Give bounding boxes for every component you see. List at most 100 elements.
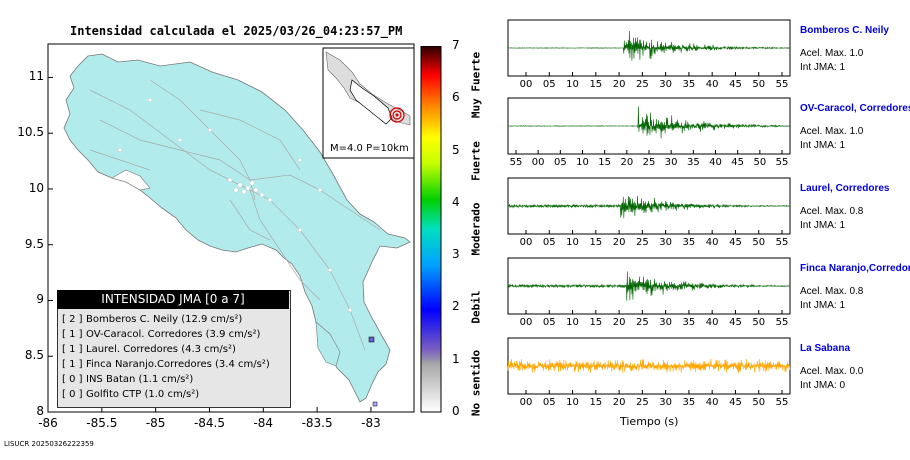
colorbar-category-label: Fuerte bbox=[469, 141, 483, 181]
trace-tick-label: 40 bbox=[709, 157, 722, 168]
legend-row-code: [ 2 ] bbox=[62, 314, 83, 325]
trace-tick-label: 20 bbox=[612, 397, 626, 408]
trace-tick-label: 45 bbox=[729, 317, 742, 328]
legend-box bbox=[57, 290, 291, 408]
map-x-tick-label: -86 bbox=[38, 416, 58, 430]
map-x-tick-label: -84 bbox=[253, 416, 274, 430]
trace-tick-label: 20 bbox=[612, 317, 626, 328]
colorbar-category-label: No sentido bbox=[469, 350, 483, 417]
trace-tick-label: 05 bbox=[542, 79, 556, 90]
legend-row-text: Finca Naranjo.Corredores (3.4 cm/s²) bbox=[86, 359, 270, 370]
legend-row-code: [ 0 ] bbox=[62, 389, 83, 400]
station-accel: Acel. Max. 1.0 bbox=[800, 126, 864, 137]
trace-tick-label: 40 bbox=[705, 397, 719, 408]
station-jma: Int JMA: 1 bbox=[800, 140, 846, 151]
legend-row-text: OV-Caracol. Corredores (3.9 cm/s²) bbox=[86, 329, 261, 340]
colorbar-category-label: Muy Fuerte bbox=[469, 52, 483, 119]
osa-peninsula bbox=[315, 321, 341, 367]
trace-tick-label: 40 bbox=[705, 79, 719, 90]
trace-tick-label: 50 bbox=[752, 237, 766, 248]
nicoya-gulf bbox=[111, 169, 151, 191]
trace-tick-label: 50 bbox=[752, 397, 766, 408]
trace-tick-label: 50 bbox=[752, 317, 766, 328]
colorbar-tick-label: 7 bbox=[452, 38, 460, 52]
trace-tick-label: 45 bbox=[729, 237, 742, 248]
inset-label: M=4.0 P=10km bbox=[330, 143, 409, 154]
legend-row-code: [ 1 ] bbox=[62, 329, 83, 340]
trace-tick-label: 55 bbox=[775, 397, 789, 408]
station-jma: Int JMA: 1 bbox=[800, 300, 846, 311]
trace-tick-label: 25 bbox=[635, 237, 649, 248]
trace-tick-label: 40 bbox=[705, 317, 719, 328]
trace-waveform bbox=[507, 358, 791, 374]
colorbar-tick-label: 0 bbox=[452, 404, 460, 418]
map-y-tick-label: 8 bbox=[36, 404, 44, 418]
legend-row-text: Golfito CTP (1.0 cm/s²) bbox=[86, 389, 200, 400]
station-name: La Sabana bbox=[800, 343, 851, 354]
trace-tick-label: 55 bbox=[775, 79, 789, 90]
trace-tick-label: 00 bbox=[531, 157, 545, 168]
map-y-tick-label: 10.5 bbox=[17, 125, 44, 140]
trace-tick-label: 55 bbox=[775, 157, 789, 168]
trace-waveform bbox=[507, 30, 791, 61]
towns bbox=[117, 97, 353, 313]
trace-tick-label: 40 bbox=[705, 237, 719, 248]
trace-tick-label: 35 bbox=[682, 237, 696, 248]
legend-row-text: Laurel. Corredores (4.3 cm/s²) bbox=[86, 344, 236, 355]
legend-row-code: [ 0 ] bbox=[62, 374, 83, 385]
map-y-tick-label: 9.5 bbox=[24, 236, 44, 251]
station-accel: Acel. Max. 0.8 bbox=[800, 286, 864, 297]
trace-tick-label: 05 bbox=[542, 397, 556, 408]
trace-tick-label: 50 bbox=[752, 79, 766, 90]
trace-tick-label: 15 bbox=[589, 79, 603, 90]
trace-tick-label: 10 bbox=[576, 157, 589, 168]
trace-tick-label: 10 bbox=[566, 397, 579, 408]
trace-waveform bbox=[507, 195, 791, 219]
inset-land bbox=[325, 51, 411, 126]
station-name: OV-Caracol, Corredores bbox=[800, 103, 910, 114]
colorbar-tick-label: 6 bbox=[452, 90, 460, 105]
trace-tick-label: 25 bbox=[635, 397, 649, 408]
trace-tick-label: 55 bbox=[775, 237, 789, 248]
roads bbox=[89, 79, 381, 351]
trace-tick-label: 30 bbox=[664, 157, 678, 168]
map-y-tick-label: 11 bbox=[28, 69, 44, 84]
trace-tick-label: 45 bbox=[729, 79, 742, 90]
map-x-tick-label: -83 bbox=[361, 416, 381, 430]
colorbar-tick-label: 4 bbox=[452, 194, 460, 209]
trace-tick-label: 35 bbox=[686, 157, 700, 168]
trace-tick-label: 10 bbox=[566, 237, 579, 248]
station-accel: Acel. Max. 1.0 bbox=[800, 48, 864, 59]
trace-tick-label: 00 bbox=[519, 317, 533, 328]
legend-row-text: INS Batan (1.1 cm/s²) bbox=[86, 374, 194, 385]
inset-epicenter-icon bbox=[389, 107, 405, 123]
footer-id: LISUCR 20250326222359 bbox=[4, 440, 94, 448]
trace-waveform bbox=[507, 106, 791, 139]
station-name: Bomberos C. Neily bbox=[800, 25, 889, 36]
station-marker bbox=[372, 401, 378, 407]
station-accel: Acel. Max. 0.0 bbox=[800, 366, 864, 377]
trace-tick-label: 00 bbox=[519, 237, 533, 248]
legend-row-text: Bomberos C. Neily (12.9 cm/s²) bbox=[86, 314, 243, 325]
trace-tick-label: 45 bbox=[731, 157, 745, 168]
trace-tick-label: 00 bbox=[519, 397, 533, 408]
trace-tick-label: 55 bbox=[775, 317, 789, 328]
station-jma: Int JMA: 0 bbox=[800, 380, 846, 391]
trace-tick-label: 30 bbox=[659, 237, 672, 248]
trace-tick-label: 50 bbox=[753, 157, 767, 168]
trace-tick-label: 15 bbox=[589, 317, 603, 328]
map-y-tick-label: 8.5 bbox=[24, 348, 44, 363]
trace-tick-label: 30 bbox=[659, 317, 672, 328]
trace-waveform bbox=[507, 271, 791, 301]
station-jma: Int JMA: 1 bbox=[800, 220, 846, 231]
traces-svg bbox=[507, 19, 791, 395]
trace-tick-label: 35 bbox=[682, 79, 696, 90]
trace-tick-label: 20 bbox=[612, 237, 626, 248]
map-x-tick-label: -85.5 bbox=[86, 416, 118, 430]
trace-tick-label: 55 bbox=[509, 157, 523, 168]
trace-tick-label: 15 bbox=[598, 157, 612, 168]
trace-tick-label: 05 bbox=[553, 157, 567, 168]
station-accel: Acel. Max. 0.8 bbox=[800, 206, 864, 217]
trace-tick-label: 10 bbox=[566, 317, 579, 328]
colorbar bbox=[420, 46, 442, 413]
